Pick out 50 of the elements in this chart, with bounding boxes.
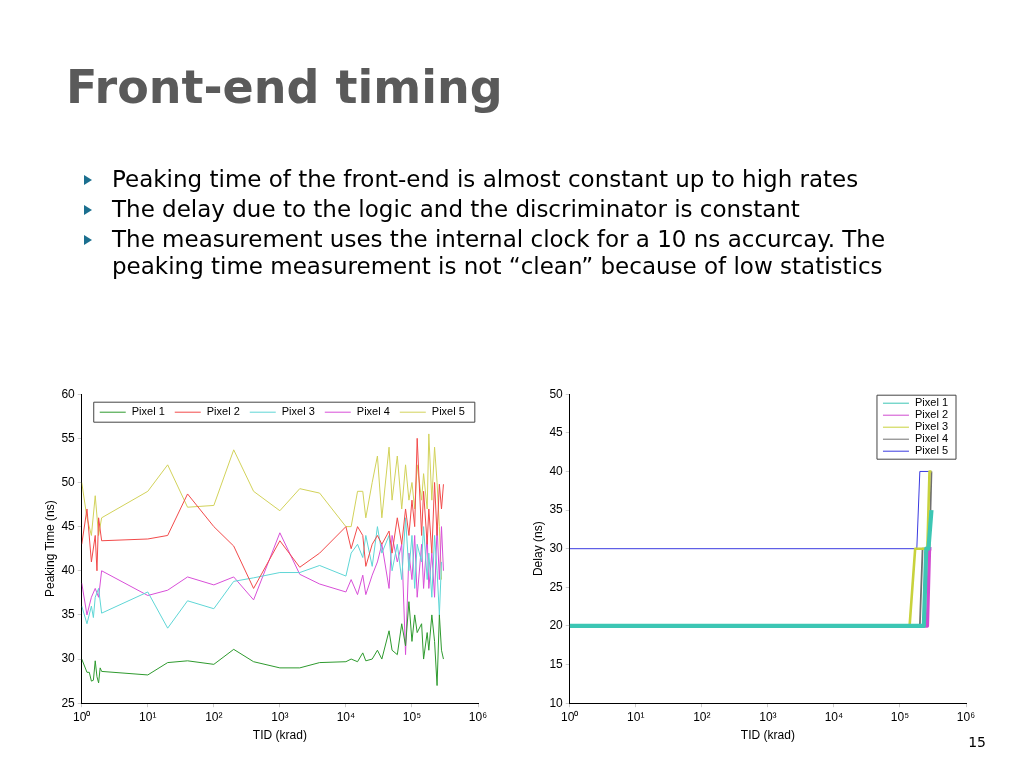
y-axis-title: Delay (ns) — [530, 521, 545, 577]
x-tick-label: 10⁰ — [561, 709, 579, 724]
legend-label: Pixel 3 — [914, 420, 949, 433]
x-tick-label: 10² — [693, 709, 711, 724]
y-tick-label: 40 — [61, 563, 76, 578]
y-tick-label: 60 — [61, 386, 76, 401]
x-axis-title: TID (krad) — [252, 728, 307, 743]
y-tick-label: 25 — [549, 579, 564, 594]
x-tick-label: 10⁵ — [402, 709, 422, 724]
legend-label: Pixel 1 — [914, 396, 949, 409]
text: The delay due to the logic and the discriminator is constant — [112, 196, 800, 222]
y-tick-label: 30 — [549, 541, 564, 556]
x-tick-label: 10⁰ — [73, 709, 91, 724]
y-tick-label: 20 — [549, 618, 564, 633]
y-tick-label: 10 — [549, 695, 564, 710]
legend-label: Pixel 3 — [281, 405, 315, 418]
text: The measurement uses the internal clock for a 10 ns accurcay. The peaking time measurement is not “clean” because of low statistics — [112, 226, 886, 279]
y-tick-label: 30 — [61, 651, 76, 666]
chart-title: Front-end timing — [66, 60, 503, 114]
y-tick-label: 35 — [61, 607, 76, 622]
legend-label: Pixel 1 — [131, 405, 165, 418]
y-tick-label: 45 — [61, 518, 76, 533]
x-axis-title: TID (krad) — [740, 728, 795, 743]
y-axis-title: Peaking Time (ns) — [42, 500, 57, 598]
y-tick-label: 50 — [61, 474, 76, 489]
x-tick-label: 10⁴ — [824, 709, 844, 724]
x-tick-label: 10⁵ — [890, 709, 910, 724]
y-tick-label: 40 — [549, 463, 564, 478]
x-tick-label: 10³ — [759, 709, 777, 724]
legend-label: Pixel 2 — [914, 408, 949, 421]
y-tick-label: 25 — [61, 695, 76, 710]
x-tick-label: 10¹ — [627, 709, 645, 724]
y-tick-label: 45 — [549, 425, 564, 440]
x-tick-label: 10² — [205, 709, 223, 724]
x-tick-label: 10⁴ — [336, 709, 356, 724]
legend-label: Pixel 4 — [356, 405, 390, 418]
x-tick-label: 10¹ — [139, 709, 157, 724]
x-tick-label: 10⁶ — [956, 709, 976, 724]
text: Peaking time of the front-end is almost constant up to high rates — [112, 166, 859, 192]
y-tick-label: 15 — [549, 656, 564, 671]
legend-label: Pixel 5 — [914, 444, 949, 457]
legend-label: Pixel 5 — [431, 405, 465, 418]
x-tick-label: 10³ — [271, 709, 289, 724]
x-tick-label: 10⁶ — [468, 709, 488, 724]
y-tick-label: 55 — [61, 430, 76, 445]
legend-label: Pixel 4 — [914, 432, 949, 445]
text: 15 — [968, 734, 986, 750]
legend-label: Pixel 2 — [206, 405, 240, 418]
y-tick-label: 35 — [549, 502, 564, 517]
y-tick-label: 50 — [549, 386, 564, 401]
